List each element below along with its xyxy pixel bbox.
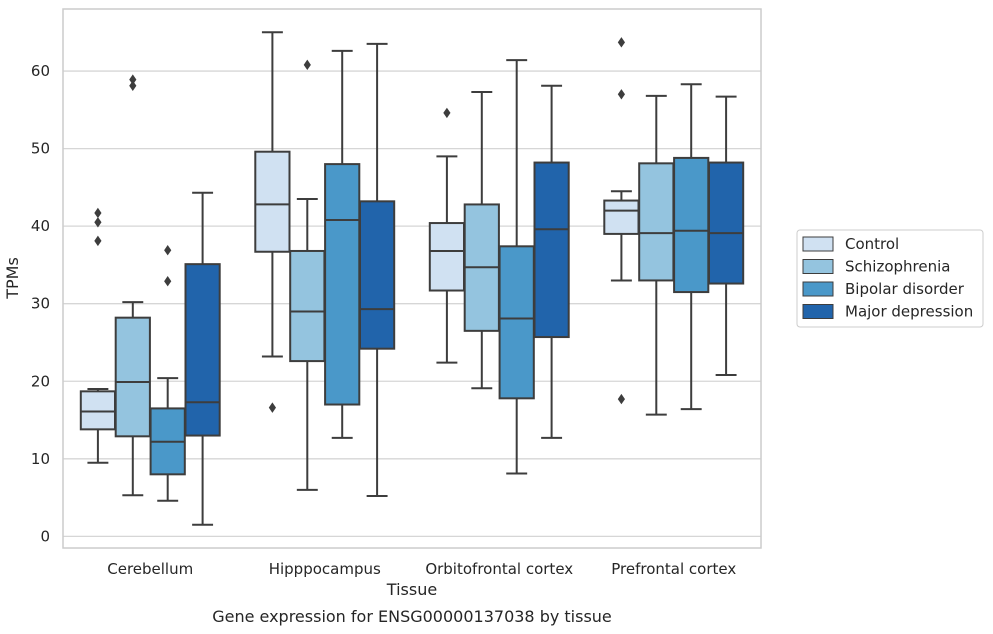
x-tick-label: Prefrontal cortex <box>611 560 736 578</box>
outlier-point <box>94 235 102 247</box>
legend-swatch <box>802 304 834 319</box>
y-tick-label: 50 <box>31 140 50 158</box>
y-tick-label: 20 <box>31 372 50 390</box>
box-bipolar-disorder <box>149 244 186 502</box>
y-tick-label: 30 <box>31 295 50 313</box>
outlier-point <box>129 80 137 91</box>
box-iqr <box>673 156 710 294</box>
y-axis-label: TPMs <box>3 257 22 300</box>
box-iqr <box>638 162 675 282</box>
y-tick-labels: 0 10 20 30 40 50 60 <box>31 62 50 545</box>
outlier-point <box>94 207 102 219</box>
outlier-point <box>129 74 137 85</box>
box-schizophrenia <box>289 59 326 491</box>
legend-frame <box>796 229 984 328</box>
outlier-point <box>443 107 451 119</box>
x-axis-label: Tissue <box>386 580 437 599</box>
box-bipolar-disorder <box>673 83 710 411</box>
box-major-depression <box>184 191 221 526</box>
outlier-point <box>268 402 276 413</box>
outlier-point <box>303 59 311 71</box>
box-schizophrenia <box>638 94 675 416</box>
box-iqr <box>707 161 745 285</box>
box-iqr <box>114 316 151 438</box>
y-tick-label: 40 <box>31 217 50 235</box>
box-plots <box>79 31 745 526</box>
box-iqr <box>358 200 396 350</box>
box-iqr <box>324 163 361 406</box>
box-iqr <box>533 161 570 339</box>
box-bipolar-disorder <box>498 59 535 475</box>
chart-caption: Gene expression for ENSG00000137038 by t… <box>212 607 612 626</box>
box-major-depression <box>358 42 396 498</box>
legend-label: Control <box>845 235 899 253</box>
outlier-point <box>617 89 625 100</box>
box-iqr <box>184 263 221 437</box>
box-control <box>603 37 640 405</box>
outlier-point <box>617 37 625 48</box>
x-tick-label: Orbitofrontal cortex <box>425 560 573 578</box>
x-tick-label: Cerebellum <box>107 560 193 578</box>
box-iqr <box>289 249 326 363</box>
outlier-point <box>94 217 102 228</box>
box-schizophrenia <box>114 74 151 497</box>
box-schizophrenia <box>463 90 500 390</box>
legend-label: Major depression <box>845 303 973 321</box>
box-iqr <box>498 245 535 400</box>
outlier-point <box>617 393 625 405</box>
legend-label: Schizophrenia <box>845 258 950 276</box>
plot-frame <box>62 8 762 549</box>
box-iqr <box>79 390 117 431</box>
y-tick-label: 0 <box>40 527 50 545</box>
legend-swatch <box>802 236 834 252</box>
box-iqr <box>428 222 466 292</box>
box-control <box>254 31 291 413</box>
outlier-point <box>164 244 172 256</box>
box-iqr <box>254 150 291 253</box>
legend-swatch <box>802 281 834 297</box>
box-major-depression <box>707 95 745 377</box>
y-tick-label: 10 <box>31 450 50 468</box>
box-control <box>79 207 117 464</box>
box-major-depression <box>533 84 570 439</box>
x-tick-labels: Cerebellum Hipppocampus Orbitofrontal cort… <box>107 560 736 578</box>
box-iqr <box>603 199 640 235</box>
box-bipolar-disorder <box>324 49 361 439</box>
legend-label: Bipolar disorder <box>845 280 965 298</box>
y-tick-label: 60 <box>31 62 50 80</box>
box-control <box>428 107 466 364</box>
outlier-point <box>164 276 172 287</box>
x-tick-label: Hipppocampus <box>269 560 381 578</box>
legend: Control Schizophrenia Bipolar disorder Majo… <box>796 229 984 328</box>
legend-swatch <box>802 259 834 274</box>
